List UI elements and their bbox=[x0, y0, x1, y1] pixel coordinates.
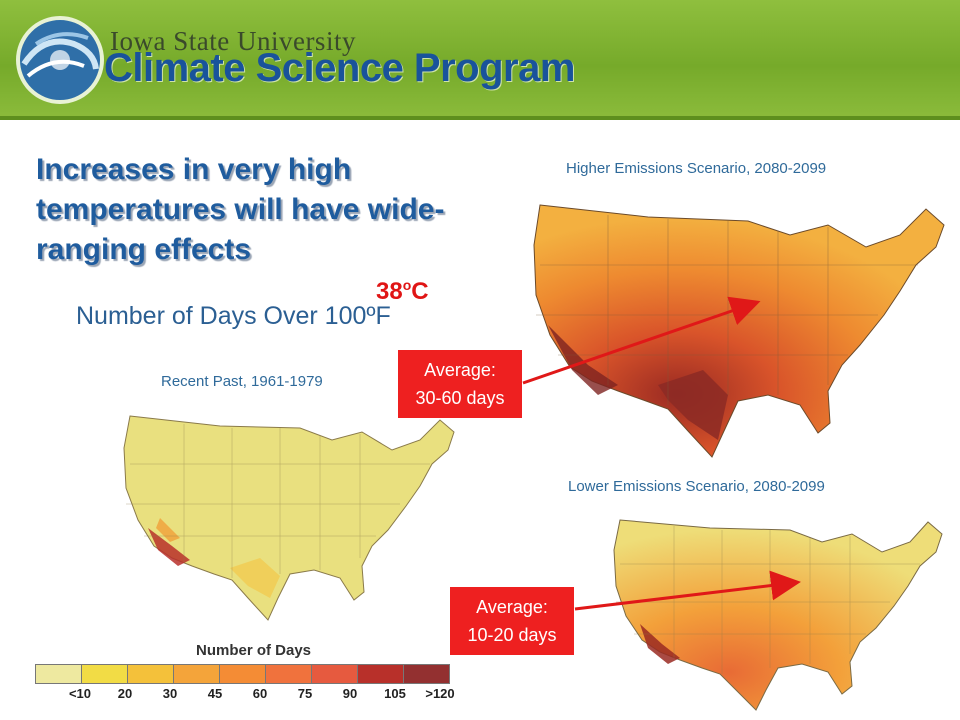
legend-color-bar bbox=[35, 664, 450, 684]
legend-tick-label: 20 bbox=[117, 686, 133, 701]
legend-tick-label: <10 bbox=[68, 686, 92, 701]
celsius-value: 38 bbox=[376, 278, 403, 305]
legend-tick-label: 45 bbox=[207, 686, 223, 701]
higher-emissions-map bbox=[533, 204, 945, 458]
celsius-annotation: 38oC bbox=[376, 277, 429, 306]
lower-map-label: Lower Emissions Scenario, 2080-2099 bbox=[568, 478, 825, 495]
lower-emissions-map bbox=[613, 519, 943, 711]
higher-average-label: Average: bbox=[424, 360, 496, 380]
higher-average-value: 30-60 days bbox=[415, 388, 505, 408]
legend-tick-label: 60 bbox=[252, 686, 268, 701]
higher-average-box: Average: 30-60 days bbox=[398, 350, 522, 418]
legend-swatch bbox=[312, 665, 358, 683]
lower-average-label: Average: bbox=[476, 597, 548, 617]
legend-swatch bbox=[128, 665, 174, 683]
celsius-unit: C bbox=[411, 278, 429, 305]
legend-swatch bbox=[404, 665, 449, 683]
lower-average-box: Average: 10-20 days bbox=[450, 587, 574, 655]
header-banner: Iowa State University Climate Science Pr… bbox=[0, 0, 960, 120]
higher-map-label: Higher Emissions Scenario, 2080-2099 bbox=[566, 160, 827, 177]
legend-swatch bbox=[266, 665, 312, 683]
legend-swatch bbox=[174, 665, 220, 683]
slide-title: Increases in very high temperatures will… bbox=[36, 153, 445, 266]
legend-tick-label: 90 bbox=[342, 686, 358, 701]
recent-map-label: Recent Past, 1961-1979 bbox=[161, 373, 323, 390]
celsius-degree: o bbox=[402, 277, 412, 293]
legend-title: Number of Days bbox=[196, 642, 312, 659]
lower-average-value: 10-20 days bbox=[467, 625, 557, 645]
legend-swatch bbox=[358, 665, 404, 683]
legend-tick-label: 75 bbox=[297, 686, 313, 701]
legend-swatch bbox=[36, 665, 82, 683]
legend-tick-labels: <10 20 30 45 60 75 90 105 >120 bbox=[35, 686, 485, 704]
program-name: Climate Science Program bbox=[104, 46, 575, 90]
university-name: Iowa State University bbox=[110, 26, 356, 56]
legend-tick-label: >120 bbox=[425, 686, 455, 701]
legend-tick-label: 30 bbox=[162, 686, 178, 701]
isu-logo-icon bbox=[16, 16, 104, 104]
recent-past-map bbox=[123, 415, 455, 621]
slide-subtitle: Number of Days Over 100ºF bbox=[76, 302, 391, 330]
legend-tick-label: 105 bbox=[384, 686, 406, 701]
legend-swatch bbox=[220, 665, 266, 683]
legend-swatch bbox=[82, 665, 128, 683]
